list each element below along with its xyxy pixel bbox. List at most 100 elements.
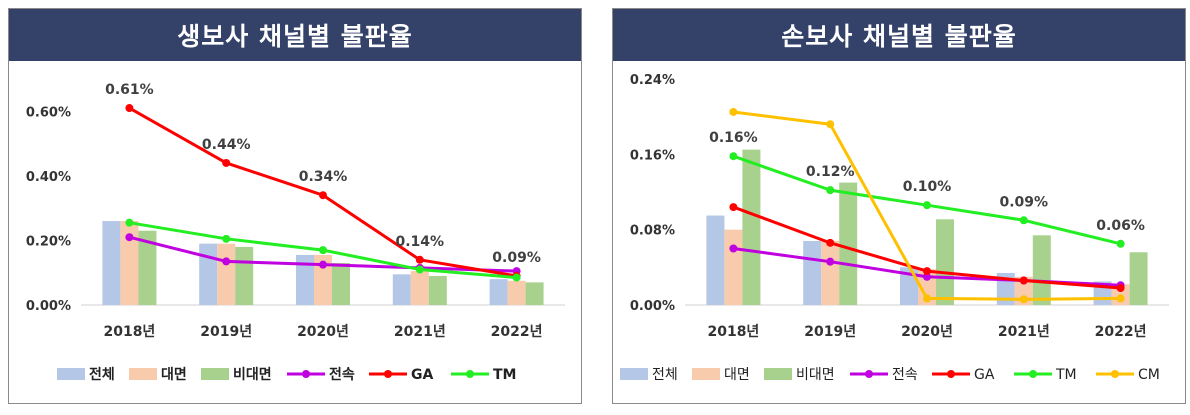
legend-label: CM (1138, 367, 1160, 383)
point-GA (319, 191, 327, 200)
series-line-TM (732, 154, 1121, 246)
bar-전체 (706, 215, 725, 305)
point-CM (923, 294, 931, 303)
data-label: 0.14% (396, 234, 445, 250)
legend-marker-GA (384, 370, 392, 378)
x-tick-label: 2021년 (998, 324, 1050, 340)
bar-대면 (120, 221, 139, 305)
x-tick-label: 2022년 (1095, 324, 1147, 340)
point-전속 (319, 260, 327, 269)
point-전속 (125, 233, 134, 242)
legend-swatch-전체 (57, 368, 85, 380)
bar-비대면 (1129, 252, 1148, 305)
chart-title: 손보사 채널별 불판율 (613, 9, 1185, 61)
y-tick-label: 0.20% (26, 234, 71, 249)
y-tick-label: 0.60% (26, 105, 71, 120)
y-tick-label: 0.00% (26, 299, 71, 314)
x-tick-label: 2019년 (804, 324, 856, 340)
legend-marker-전속 (302, 370, 310, 378)
legend-swatch-비대면 (764, 368, 792, 380)
legend-label: 대면 (724, 367, 750, 383)
bar-비대면 (138, 230, 157, 305)
point-GA (1116, 284, 1125, 293)
data-label: 0.12% (806, 164, 855, 180)
bar-대면 (314, 254, 332, 305)
point-전속 (222, 257, 231, 266)
point-전속 (826, 257, 835, 266)
x-tick-label: 2022년 (491, 324, 543, 340)
y-tick-label: 0.40% (26, 170, 71, 185)
legend-marker-TM (466, 370, 474, 378)
data-label: 0.09% (492, 250, 541, 266)
legend-marker-CM (1111, 370, 1119, 378)
x-tick-label: 2021년 (394, 324, 446, 340)
point-TM (923, 201, 931, 210)
bar-대면 (724, 229, 743, 305)
point-TM (1116, 239, 1125, 248)
bar-비대면 (1032, 235, 1051, 305)
bar-전체 (803, 240, 822, 305)
y-tick-label: 0.08% (630, 224, 675, 239)
chart-panel-nonlife: 손보사 채널별 불판율 0.00% 0.08% 0.16% 0.24% 2018년 201… (612, 8, 1186, 404)
bar-비대면 (235, 246, 254, 305)
x-tick-label: 2018년 (707, 324, 759, 340)
bar-전체 (489, 279, 508, 305)
point-GA (222, 158, 231, 167)
point-CM (1019, 295, 1028, 304)
point-전속 (923, 272, 931, 281)
bar-비대면 (428, 275, 447, 305)
point-CM (826, 120, 835, 129)
point-TM (415, 265, 424, 274)
legend-swatch-대면 (129, 368, 157, 380)
bar-비대면 (839, 182, 858, 305)
bar-전체 (296, 254, 314, 305)
data-label: 0.34% (299, 169, 348, 185)
legend-label: GA (411, 367, 433, 383)
x-tick-label: 2019년 (200, 324, 252, 340)
legend-label: 대면 (161, 366, 187, 383)
data-label: 0.44% (202, 137, 251, 153)
point-GA (125, 104, 134, 113)
point-TM (826, 186, 835, 195)
point-GA (729, 203, 738, 212)
point-TM (512, 273, 521, 282)
legend-label: TM (1055, 367, 1077, 383)
point-CM (729, 107, 738, 116)
point-TM (729, 152, 738, 161)
y-tick-label: 0.16% (630, 148, 675, 163)
bar-비대면 (936, 219, 954, 305)
legend-marker-TM (1029, 370, 1037, 378)
legend-label: 비대면 (796, 367, 835, 383)
bar-전체 (102, 221, 121, 305)
legend-marker-GA (947, 370, 955, 378)
point-GA (826, 238, 835, 247)
bar-대면 (507, 280, 526, 305)
legend-swatch-비대면 (201, 368, 229, 380)
data-label: 0.09% (1000, 194, 1049, 210)
x-tick-label: 2020년 (901, 324, 953, 340)
x-tick-label: 2020년 (297, 324, 349, 340)
legend-label: 전체 (89, 366, 115, 383)
legend-label: 전속 (892, 367, 918, 383)
legend-label: 전속 (329, 366, 355, 383)
bar-대면 (217, 243, 236, 305)
legend-marker-전속 (865, 370, 873, 378)
x-tick-label: 2018년 (103, 324, 155, 340)
data-label: 0.61% (105, 82, 154, 98)
bar-대면 (410, 271, 429, 305)
legend-label: 비대면 (233, 366, 272, 383)
legend-label: GA (974, 367, 995, 383)
point-GA (923, 267, 931, 276)
point-TM (1019, 216, 1028, 225)
legend-label: 전체 (652, 367, 678, 383)
chart-life-insurers: 0.00% 0.20% 0.40% 0.60% 2018년 2019년 2020년 2021년… (26, 82, 565, 383)
legend-swatch-대면 (692, 368, 720, 380)
point-TM (125, 218, 134, 227)
chart-nonlife-insurers: 0.00% 0.08% 0.16% 0.24% 2018년 2019년 2020년 2021년… (620, 73, 1169, 383)
bar-전체 (392, 274, 411, 305)
data-label: 0.10% (903, 179, 952, 195)
point-GA (1019, 276, 1028, 285)
point-전속 (729, 244, 738, 253)
legend-swatch-전체 (620, 368, 648, 380)
data-label: 0.06% (1096, 218, 1145, 234)
